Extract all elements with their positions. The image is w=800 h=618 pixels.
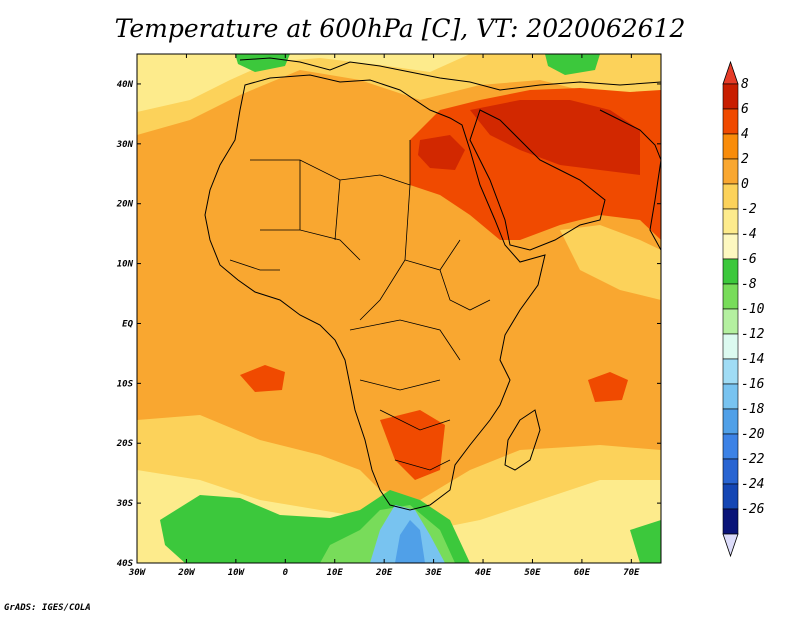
colorbar-swatch: [722, 458, 739, 485]
colorbar-swatch: [722, 158, 739, 185]
colorbar-label: -4: [741, 227, 757, 242]
lat-tick-label: EQ: [122, 319, 133, 329]
lat-tick-label: 10S: [117, 379, 134, 389]
colorbar-top-arrow: [722, 60, 739, 85]
colorbar-label: 6: [741, 102, 749, 117]
colorbar-swatch: [722, 133, 739, 160]
colorbar-swatch: [722, 358, 739, 385]
map-frame: [136, 53, 662, 564]
field-blob-indian: [588, 372, 628, 402]
colorbar-bottom-arrow: [722, 533, 739, 558]
lat-tick-label: 10N: [117, 260, 134, 270]
colorbar-swatch: [722, 258, 739, 285]
credit-text: GrADS: IGES/COLA: [4, 603, 91, 613]
lon-tick-label: 10E: [327, 568, 344, 578]
axis-ticks: 30W 20W 10W 0 10E 20E 30E 40E 50E 60E 70E 40N 30N 20N…: [116, 54, 661, 578]
colorbar-label: 0: [741, 177, 749, 192]
colorbar-label: -22: [741, 452, 765, 467]
lon-tick-label: 0: [283, 568, 289, 578]
africa-coastline: [204, 74, 546, 511]
field-north-pale: [137, 54, 470, 112]
colorbar-label: -14: [741, 352, 764, 367]
colorbar-label: 2: [741, 152, 749, 167]
field-north-cool: [137, 54, 661, 135]
arabia-coastline: [469, 109, 606, 251]
colorbar-swatch: [722, 508, 739, 535]
colorbar-label: -24: [741, 477, 764, 492]
europe-coastline: [239, 57, 661, 91]
lon-tick-label: 30W: [128, 568, 147, 578]
colorbar-swatch: [722, 233, 739, 260]
field-ne-green: [545, 54, 600, 75]
field-se-green: [630, 520, 661, 563]
colorbar-swatch: [722, 208, 739, 235]
colorbar-swatch: [722, 108, 739, 135]
lat-tick-label: 20N: [116, 200, 134, 210]
colorbar-label: 8: [741, 77, 749, 92]
colorbar-label: -16: [741, 377, 765, 392]
colorbar-swatch: [722, 183, 739, 210]
colorbar-label: 4: [741, 127, 749, 142]
colorbar-swatch: [722, 483, 739, 510]
colorbar-swatch: [722, 83, 739, 110]
lon-tick-label: 70E: [623, 568, 640, 578]
lon-tick-label: 60E: [574, 568, 591, 578]
lat-tick-label: 40N: [117, 80, 134, 90]
field-hot-spot: [418, 135, 465, 170]
colorbar-label: -2: [741, 202, 757, 217]
coastlines: [204, 57, 661, 511]
colorbar-label: -12: [741, 327, 765, 342]
colorbar-label: -18: [741, 402, 765, 417]
lon-tick-label: 50E: [524, 568, 541, 578]
colorbar-swatch: [722, 308, 739, 335]
lat-tick-label: 40S: [117, 559, 134, 569]
lon-tick-label: 10W: [228, 568, 246, 578]
field-hot-core: [470, 100, 640, 175]
internal-borders: [229, 140, 491, 471]
field-south-deepblue: [395, 520, 425, 563]
field-blob-atlantic: [240, 365, 285, 392]
colorbar-label: -20: [741, 427, 765, 442]
lat-tick-label: 20S: [116, 439, 134, 449]
lat-tick-label: 30S: [116, 499, 134, 509]
colorbar-swatch: [722, 433, 739, 460]
lon-tick-label: 20W: [177, 568, 196, 578]
colorbar-label: -26: [741, 502, 765, 517]
page-title: Temperature at 600hPa [C], VT: 202006261…: [114, 14, 686, 43]
colorbar-swatch: [722, 333, 739, 360]
temperature-field: [137, 54, 661, 563]
lon-tick-label: 20E: [375, 568, 393, 578]
lon-tick-label: 40E: [475, 568, 492, 578]
colorbar-label: -10: [741, 302, 765, 317]
colorbar-swatch: [722, 283, 739, 310]
colorbar-label: -8: [741, 277, 757, 292]
field-east-pale: [560, 225, 661, 300]
lon-tick-label: 30E: [424, 568, 442, 578]
colorbar-swatch: [722, 383, 739, 410]
colorbar-label: -6: [741, 252, 757, 267]
madagascar-coastline: [504, 409, 541, 471]
lat-tick-label: 30N: [116, 140, 134, 150]
colorbar-legend: 8 6 4 2 0 -2 -4 -6 -8 -10 -12 -14 -16 -18 -20 -22 -24 -26: [722, 60, 765, 558]
colorbar-swatch: [722, 408, 739, 435]
india-coastline: [599, 109, 661, 251]
